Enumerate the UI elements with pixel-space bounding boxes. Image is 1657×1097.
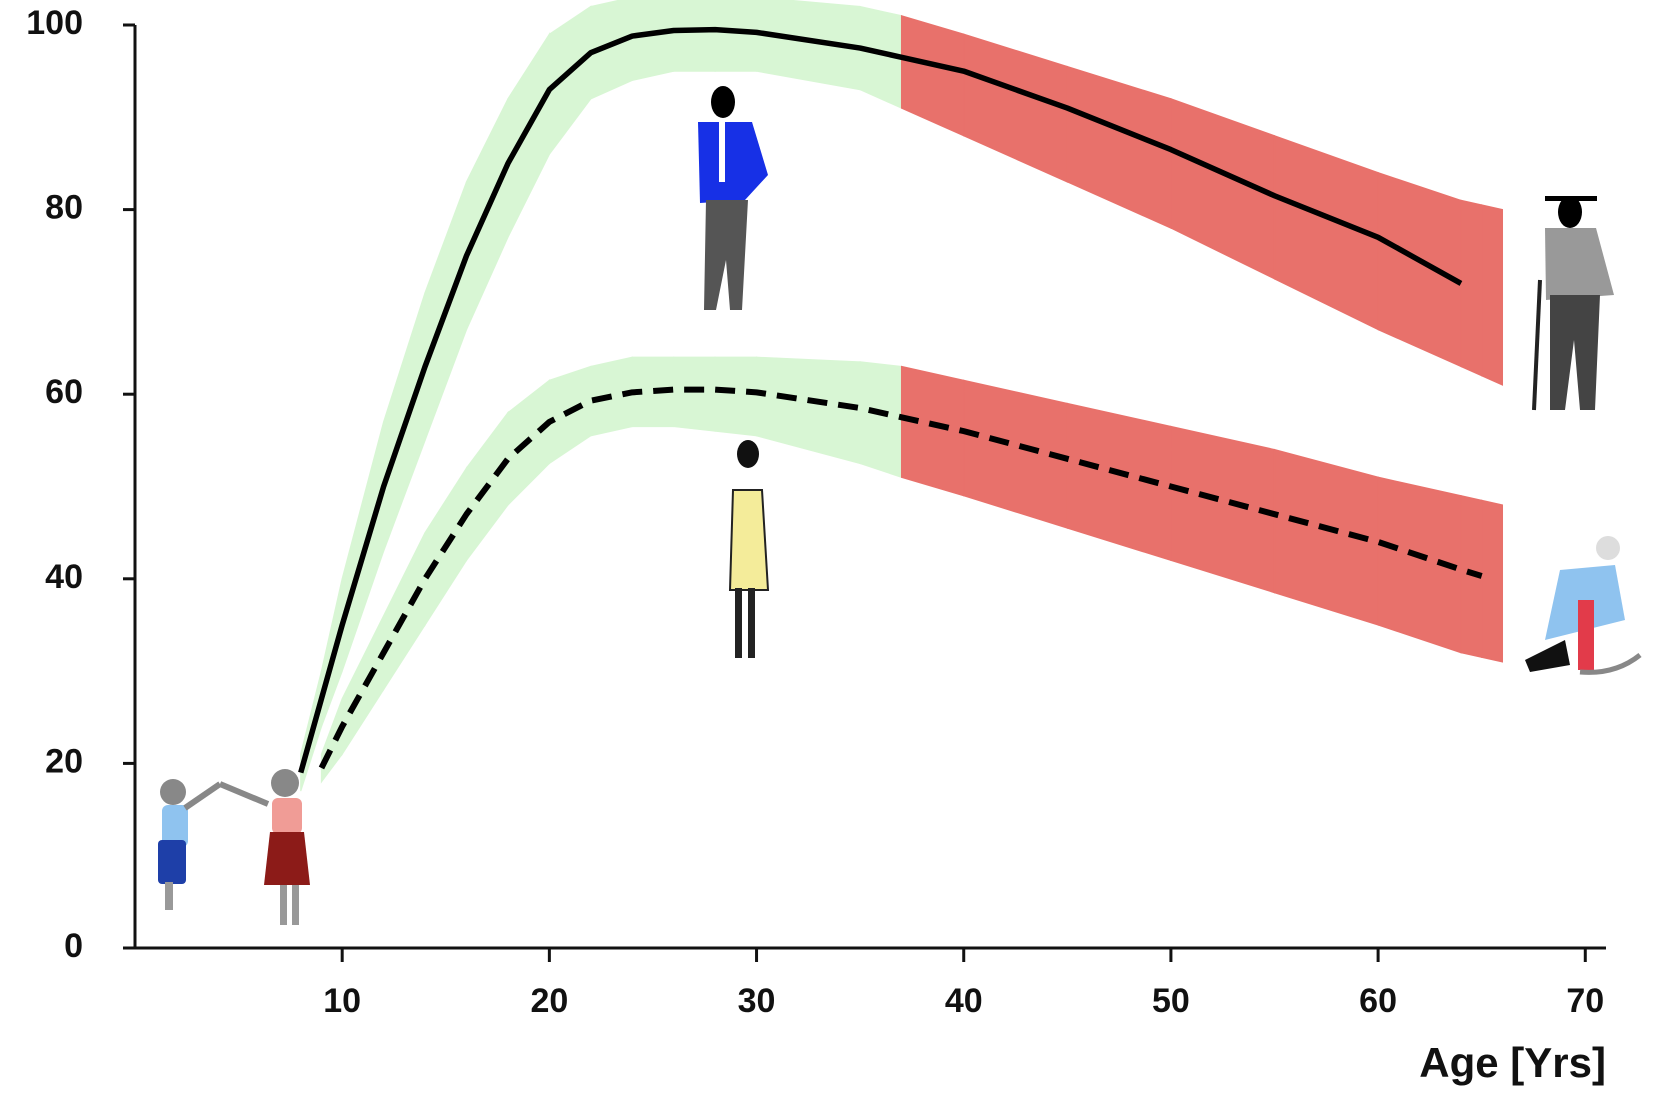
band-segment	[1378, 173, 1461, 367]
y-tick-label: 60	[45, 373, 83, 411]
band-segment	[1067, 67, 1171, 229]
band-segment	[384, 533, 425, 690]
band-segment	[549, 367, 590, 464]
band-segment	[1461, 200, 1482, 375]
band-segment	[549, 7, 590, 155]
band-segment	[674, 0, 715, 71]
band-segment	[632, 0, 673, 80]
figure-children	[158, 769, 310, 925]
band-segment	[902, 16, 964, 136]
chart: 0 20 40 60 80 100 10 20 30 40 50 60 70 Age [Yrs]	[0, 0, 1657, 1097]
x-tick-label: 70	[1566, 982, 1604, 1020]
band-segment	[715, 0, 756, 71]
x-tick-label: 20	[530, 982, 568, 1020]
figure-old-woman	[1525, 536, 1640, 672]
band-segment	[674, 357, 715, 431]
band-segment	[964, 34, 1068, 182]
band-segment	[508, 34, 549, 237]
x-tick-label: 10	[323, 982, 361, 1020]
band-segment	[860, 362, 901, 477]
figure-old-man	[1534, 196, 1614, 410]
band-segment	[1482, 500, 1503, 662]
y-tick-label: 40	[45, 558, 83, 596]
figure-woman	[730, 440, 768, 658]
bands	[301, 0, 1503, 791]
x-tick-label: 30	[738, 982, 776, 1020]
y-tick-label: 80	[45, 189, 83, 227]
band-segment	[757, 357, 861, 463]
y-tick-label: 20	[45, 742, 83, 780]
y-tick-label: 100	[26, 4, 83, 42]
y-tick-label: 0	[64, 927, 83, 965]
x-axis-title: Age [Yrs]	[1419, 1039, 1606, 1086]
band-segment	[902, 367, 964, 496]
x-tick-label: 50	[1152, 982, 1190, 1020]
figure-man	[698, 86, 768, 310]
band-segment	[1482, 205, 1503, 385]
x-tick-label: 40	[945, 982, 983, 1020]
band-segment	[715, 357, 756, 435]
x-tick-label: 60	[1359, 982, 1397, 1020]
band-segment	[1171, 427, 1275, 593]
